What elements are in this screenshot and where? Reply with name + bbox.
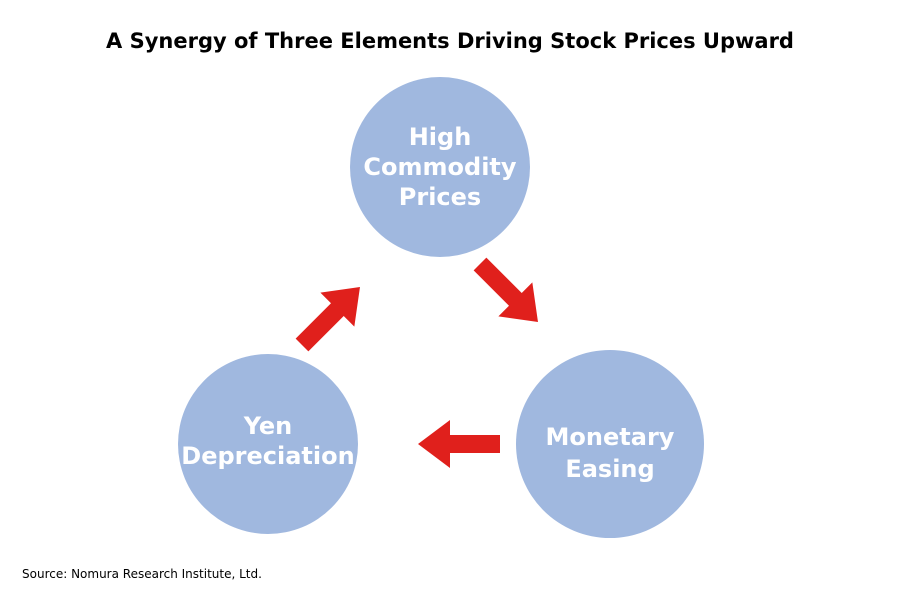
node-label: Easing (565, 455, 654, 483)
node-label: High (409, 123, 472, 151)
arrows (295, 257, 538, 468)
source: Source: Nomura Research Institute, Ltd. (22, 567, 262, 581)
node-circle (178, 354, 358, 534)
title: A Synergy of Three Elements Driving Stoc… (106, 29, 794, 53)
node-circle (350, 77, 530, 257)
arrow (473, 257, 538, 322)
node-label: Prices (399, 183, 481, 211)
node-label: Commodity (363, 153, 516, 181)
arrow (295, 287, 360, 352)
node-circle (516, 350, 704, 538)
node-label: Depreciation (181, 442, 354, 470)
arrow (418, 420, 500, 468)
node-label: Yen (243, 412, 293, 440)
node-label: Monetary (546, 423, 675, 451)
